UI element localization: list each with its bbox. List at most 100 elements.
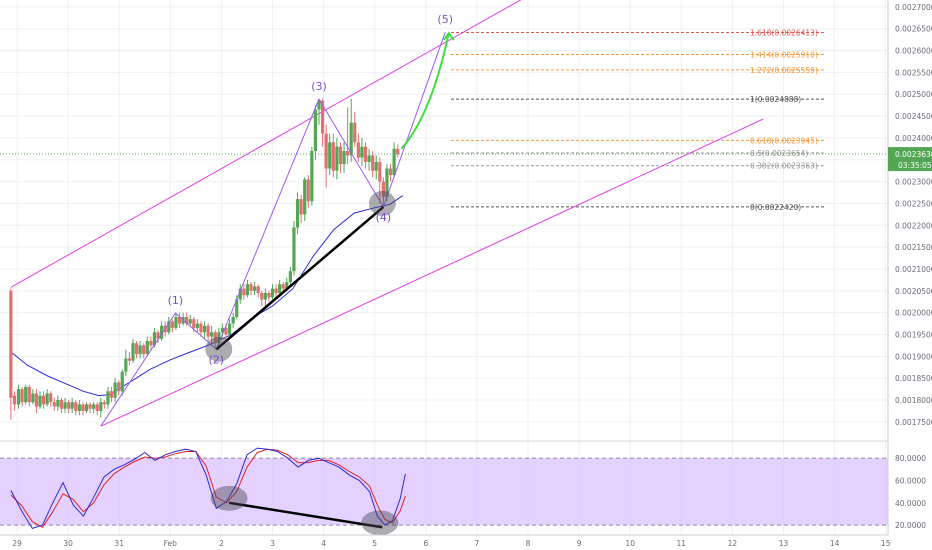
candle-body [224,327,228,335]
x-tick-label: 12 [728,539,738,548]
candle-body [220,327,225,333]
candle-body [295,199,300,228]
candle [342,142,346,173]
stochastic-tick-label: 40.0000 [895,499,926,508]
x-tick-label: 5 [372,539,377,548]
candle [31,389,35,405]
candle [113,378,117,403]
candle [299,194,303,224]
candle-body [49,393,53,403]
candle [270,284,275,300]
y-tick-label: 0.0026500 [895,25,932,34]
candle [295,192,300,235]
candle-body [342,151,346,165]
candle [278,279,282,296]
candle [331,133,335,178]
candle-body [367,155,371,162]
fib-level-label: 0.618(0.0023945) [750,136,818,145]
stochastic-k-line [10,447,406,529]
candle [349,98,353,162]
y-tick-label: 0.0021500 [895,243,932,252]
y-tick-label: 0.0019000 [895,352,932,361]
candle-body [274,288,278,293]
candle [56,395,60,411]
moving-average-line [10,195,404,397]
candle-body [95,404,99,411]
projection-arrow [400,32,450,150]
candle [67,399,71,414]
candle-body [152,332,157,346]
stochastic-tick-label: 60.0000 [895,476,926,485]
candle [195,319,199,333]
stochastic-d-line [10,448,406,528]
stochastic-divergence-line [228,501,383,529]
candle [59,397,64,414]
fib-level-label: 1.272(0.0025559) [750,66,818,75]
x-tick-label: 14 [830,539,840,548]
y-tick-label: 0.0020500 [895,287,932,296]
y-tick-label: 0.0022500 [895,199,932,208]
candle [88,402,92,414]
candle-body [185,317,189,324]
candle-body [192,319,196,328]
candle [310,146,314,206]
candle-body [195,323,199,328]
candle [41,391,46,409]
candle-body [317,100,321,110]
candle [120,369,124,396]
candle-body [210,332,214,337]
channel-lower-line [100,118,764,427]
candle [303,177,307,221]
candle-body [149,341,153,346]
x-tick-label: Feb [164,539,178,548]
candle [206,323,210,342]
candle-body [202,325,207,333]
candle [16,384,21,409]
stochastic-pane [0,440,888,536]
candle [12,391,17,411]
candle [145,336,149,357]
candle-body [249,284,253,291]
candle-body [381,181,385,197]
candle [45,389,49,407]
candle-body [385,168,389,197]
candle [306,175,310,208]
x-tick-label: 8 [526,539,531,548]
candle [177,312,182,328]
candle-body [84,404,89,411]
candle [388,164,393,182]
candle [199,321,203,337]
candle [27,384,31,407]
candle [231,312,235,328]
candle [324,124,328,189]
candle [320,98,325,147]
candle [34,389,39,414]
y-tick-label: 0.0017500 [895,418,932,427]
current-price-label: 0.0023630 [895,150,932,159]
candle [106,386,110,409]
candle-body [306,179,310,202]
candle [170,319,174,333]
candle [374,155,378,180]
candle-body [106,391,110,405]
candle-body [12,395,17,405]
candle [9,288,13,420]
candle-body [299,199,303,215]
candle [392,142,396,178]
candle [360,137,364,167]
candle-body [120,371,124,392]
candle [288,266,292,287]
stochastic-band [0,458,888,526]
y-tick-label: 0.0020000 [895,309,932,318]
x-tick-label: 4 [321,539,326,548]
candle-body [134,343,139,355]
y-tick-label: 0.0025500 [895,68,932,77]
candle [49,391,53,407]
x-tick-label: 30 [63,539,73,548]
candle [227,319,232,337]
candle-body [16,389,21,405]
x-tick-label: 13 [779,539,789,548]
candle [253,282,257,296]
candle-body [278,284,282,293]
